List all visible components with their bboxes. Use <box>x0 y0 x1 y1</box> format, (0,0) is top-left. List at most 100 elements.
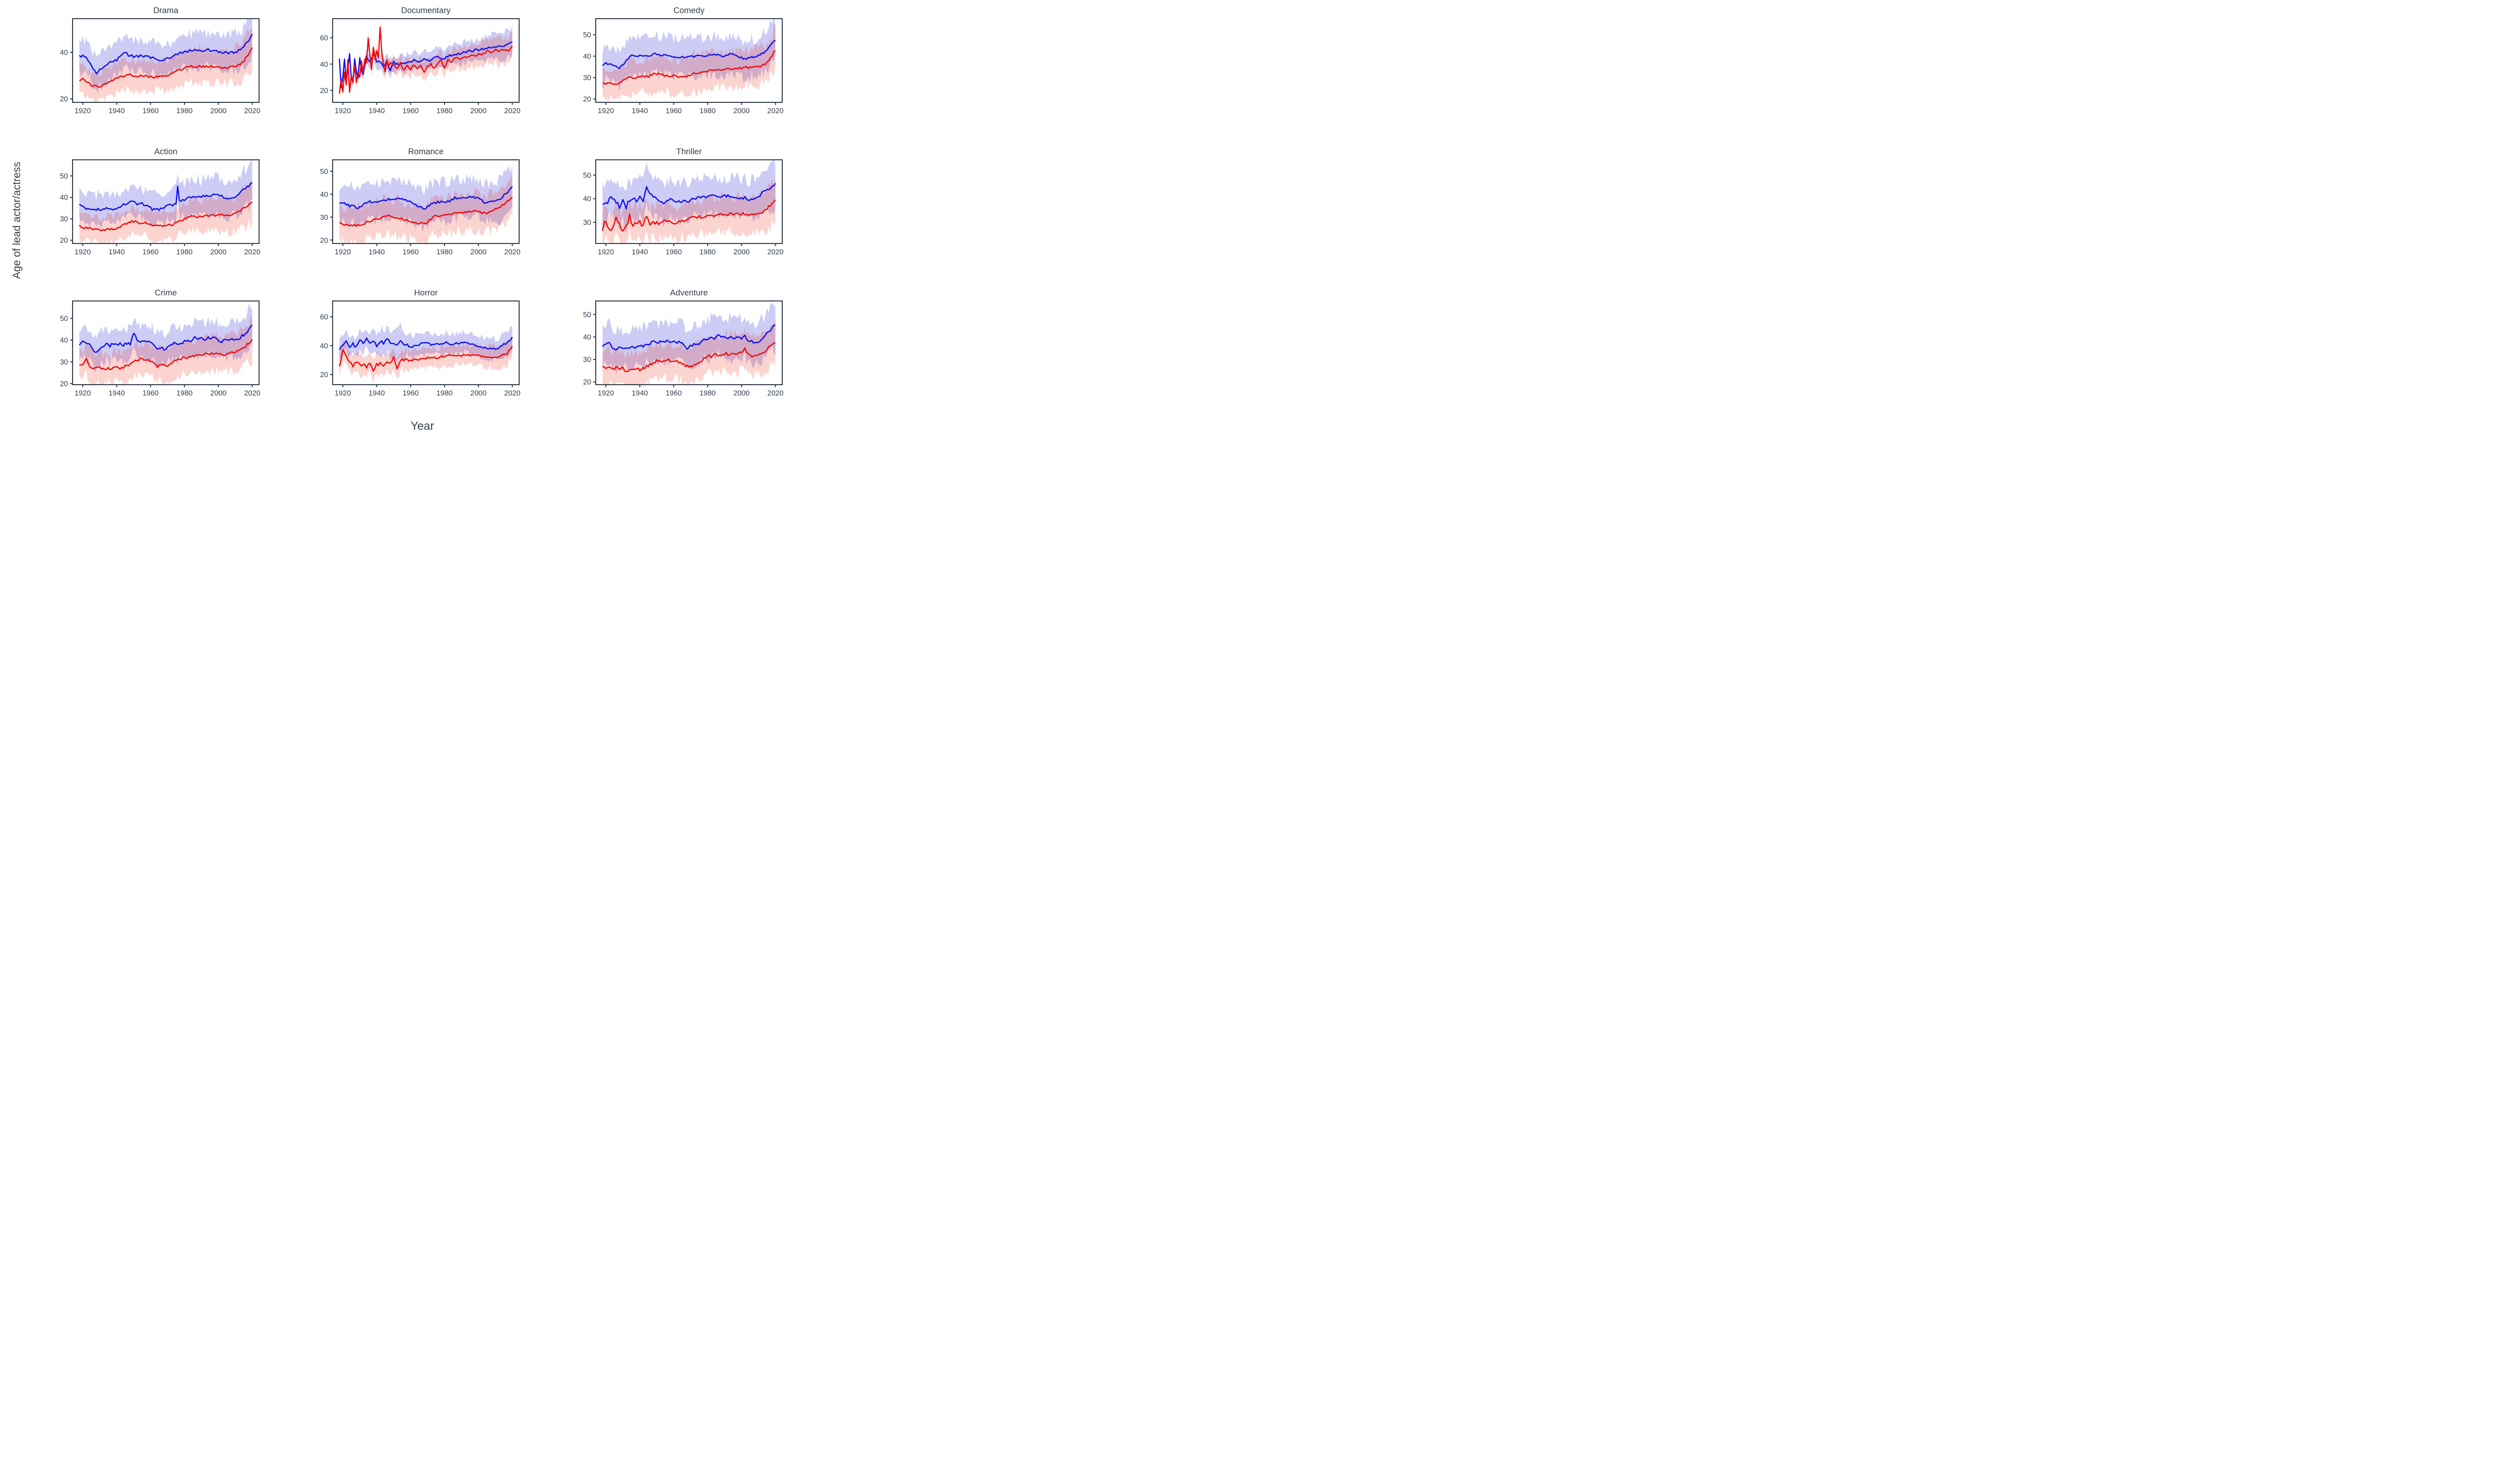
plot-border <box>332 18 520 103</box>
male-confidence-band <box>79 302 253 373</box>
panel-adventure: 20 30 40 50 1920 1940 1960 1980 2000 2020 Adventur… <box>566 284 790 407</box>
x-axis-label: Year <box>410 419 434 433</box>
figure-small-multiples: 20 40 1920 1940 1960 1980 2000 2020 Drama 20 40 60 1… <box>0 0 790 442</box>
x-tick-label: 2000 <box>733 107 749 115</box>
x-tick-label: 2020 <box>504 390 520 398</box>
x-tick-label: 1920 <box>75 390 91 398</box>
male-line <box>602 39 776 69</box>
panel-title: Adventure <box>670 288 708 297</box>
plot-border <box>72 18 260 103</box>
y-tick-label: 60 <box>320 314 328 322</box>
x-tick-label: 1940 <box>108 249 124 257</box>
plot-border <box>332 159 520 244</box>
x-tick-label: 1980 <box>176 390 193 398</box>
x-tick-label: 1920 <box>335 249 351 257</box>
y-tick-label: 50 <box>583 311 591 319</box>
x-tick-label: 1920 <box>598 107 614 115</box>
panel-svg-action: 20 30 40 50 1920 1940 1960 1980 2000 2020 Action <box>60 147 261 257</box>
x-tick-label: 1960 <box>666 390 682 398</box>
x-tick-label: 1980 <box>436 107 453 115</box>
male-confidence-band <box>339 25 513 91</box>
x-tick-label: 2020 <box>767 107 783 115</box>
female-line <box>602 199 776 232</box>
x-tick-label: 1920 <box>335 390 351 398</box>
male-line <box>602 183 776 210</box>
x-tick-label: 1960 <box>403 249 419 257</box>
y-tick-label: 20 <box>60 237 68 245</box>
plot-border <box>72 159 260 244</box>
x-tick-label: 1980 <box>176 107 193 115</box>
y-tick-label: 40 <box>60 337 68 345</box>
x-tick-label: 2000 <box>210 390 226 398</box>
panel-thriller: 30 40 50 1920 1940 1960 1980 2000 2020 Thriller <box>566 143 790 266</box>
x-tick-label: 1940 <box>632 390 648 398</box>
y-tick-label: 30 <box>583 356 591 364</box>
y-tick-label: 20 <box>583 379 591 387</box>
female-line <box>339 26 513 94</box>
male-confidence-band <box>79 160 253 229</box>
panel-svg-drama: 20 40 1920 1940 1960 1980 2000 2020 Drama <box>60 6 261 115</box>
male-line <box>339 336 513 350</box>
female-line <box>339 346 513 372</box>
male-line <box>79 181 253 211</box>
x-tick-label: 1920 <box>75 107 91 115</box>
x-tick-label: 1960 <box>403 107 419 115</box>
panel-title: Drama <box>153 6 178 15</box>
x-tick-label: 1940 <box>632 249 648 257</box>
y-tick-label: 30 <box>583 74 591 82</box>
x-tick-label: 1960 <box>666 249 682 257</box>
y-tick-label: 40 <box>583 53 591 61</box>
y-tick-label: 30 <box>60 358 68 367</box>
panel-title: Horror <box>414 288 438 297</box>
x-tick-label: 2000 <box>210 107 226 115</box>
y-tick-label: 40 <box>320 342 328 350</box>
y-tick-label: 20 <box>320 371 328 379</box>
x-tick-label: 1960 <box>143 107 159 115</box>
panel-horror: 20 40 60 1920 1940 1960 1980 2000 2020 Horror <box>303 284 528 407</box>
female-line <box>602 50 776 85</box>
male-line <box>339 186 513 210</box>
x-tick-label: 2020 <box>244 249 260 257</box>
x-tick-label: 2000 <box>733 390 749 398</box>
x-tick-label: 2020 <box>504 249 520 257</box>
y-tick-label: 40 <box>60 194 68 202</box>
panel-title: Documentary <box>401 6 451 15</box>
panel-drama: 20 40 1920 1940 1960 1980 2000 2020 Drama <box>43 2 268 125</box>
y-tick-label: 20 <box>583 96 591 104</box>
y-tick-label: 50 <box>320 168 328 176</box>
male-confidence-band <box>602 160 776 233</box>
panel-title: Thriller <box>676 147 702 156</box>
x-tick-label: 1940 <box>368 249 385 257</box>
plot-border <box>595 18 783 103</box>
y-tick-label: 20 <box>60 380 68 388</box>
x-tick-label: 1980 <box>436 390 453 398</box>
x-tick-label: 2020 <box>504 107 520 115</box>
x-tick-label: 2000 <box>470 249 486 257</box>
y-tick-label: 60 <box>320 34 328 42</box>
x-tick-label: 2020 <box>767 390 783 398</box>
x-tick-label: 1940 <box>368 107 385 115</box>
x-tick-label: 2000 <box>210 249 226 257</box>
y-tick-label: 40 <box>320 60 328 69</box>
y-tick-label: 50 <box>60 172 68 180</box>
x-tick-label: 1940 <box>108 390 124 398</box>
panel-romance: 20 30 40 50 1920 1940 1960 1980 2000 2020 Romance <box>303 143 528 266</box>
panel-comedy: 20 30 40 50 1920 1940 1960 1980 2000 2020 Comedy <box>566 2 790 125</box>
x-tick-label: 1980 <box>700 107 716 115</box>
x-tick-label: 2000 <box>470 107 486 115</box>
x-tick-label: 2000 <box>733 249 749 257</box>
panel-svg-comedy: 20 30 40 50 1920 1940 1960 1980 2000 2020 Comedy <box>583 6 784 115</box>
panel-svg-romance: 20 30 40 50 1920 1940 1960 1980 2000 2020 Romance <box>320 147 521 257</box>
female-line <box>79 339 253 371</box>
x-tick-label: 2020 <box>244 390 260 398</box>
panel-action: 20 30 40 50 1920 1940 1960 1980 2000 2020 Action <box>43 143 268 266</box>
female-confidence-band <box>339 337 513 384</box>
panel-title: Romance <box>408 147 444 156</box>
x-tick-label: 1920 <box>598 390 614 398</box>
panel-svg-documentary: 20 40 60 1920 1940 1960 1980 2000 2020 Documentar… <box>320 6 521 115</box>
panel-svg-crime: 20 30 40 50 1920 1940 1960 1980 2000 2020 Crime <box>60 288 261 398</box>
y-tick-label: 30 <box>320 214 328 222</box>
y-tick-label: 20 <box>60 95 68 103</box>
x-tick-label: 2020 <box>767 249 783 257</box>
male-line <box>602 324 776 351</box>
